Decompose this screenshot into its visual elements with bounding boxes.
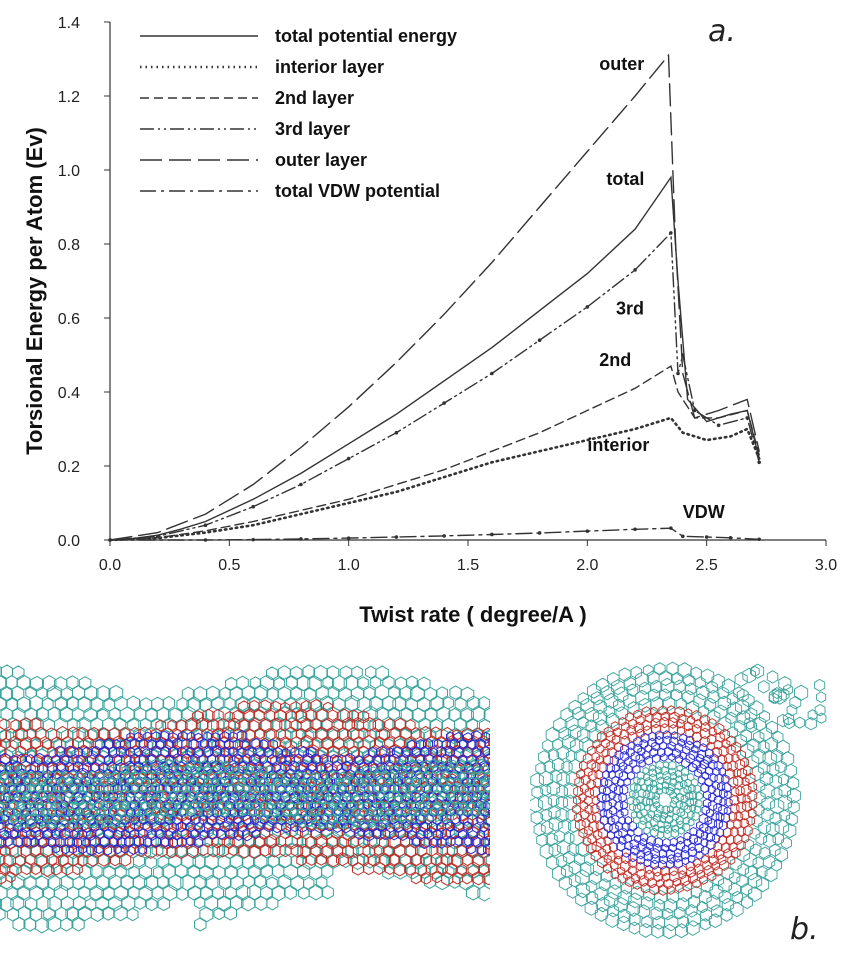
legend-label: interior layer — [275, 57, 384, 77]
annotation-label: VDW — [683, 502, 725, 522]
series-point-4 — [442, 401, 446, 405]
y-axis-title: Torsional Energy per Atom (Ev) — [22, 127, 47, 455]
y-tick-label: 0.4 — [58, 385, 80, 402]
legend-label: total potential energy — [275, 26, 457, 46]
legend-label: total VDW potential — [275, 181, 440, 201]
y-tick-label: 1.0 — [58, 163, 80, 180]
outer-flap-mesh — [734, 663, 827, 731]
torsional-energy-chart: 0.0 0.5 1.0 1.5 2.0 2.5 3.0 0.0 0.2 0.4 0.6 0.8 1.0 1… — [22, 15, 837, 627]
x-tick-label: 0.0 — [99, 557, 121, 574]
series-line-2 — [108, 416, 761, 542]
annotation-label: 3rd — [616, 298, 644, 318]
legend-label: outer layer — [275, 150, 367, 170]
y-tick-label: 0.0 — [58, 533, 80, 550]
series-point-6 — [537, 531, 542, 535]
legend-label: 2nd layer — [275, 88, 354, 108]
second-ring-mesh — [596, 730, 733, 870]
series-point-4 — [251, 504, 255, 509]
annotation-label: total — [606, 169, 644, 189]
series-point-4 — [394, 430, 399, 435]
y-tick-label: 0.6 — [58, 311, 80, 328]
series-point-4 — [676, 371, 680, 376]
series-point-4 — [757, 460, 761, 465]
series-point-6 — [585, 529, 590, 533]
x-tick-label: 3.0 — [815, 557, 837, 574]
series-line-3 — [109, 365, 760, 541]
series-point-4 — [203, 523, 208, 527]
series-point-4 — [716, 423, 721, 428]
series-point-4 — [745, 416, 750, 420]
series-point-6 — [299, 537, 303, 541]
series-point-6 — [728, 535, 733, 540]
y-tick-label: 1.2 — [58, 89, 80, 106]
nanotube-side-view — [0, 664, 490, 934]
series-point-4 — [346, 456, 351, 461]
series-point-6 — [681, 534, 685, 539]
x-axis-title: Twist rate ( degree/A ) — [359, 602, 586, 627]
x-tick-label: 1.0 — [338, 557, 360, 574]
y-tick-label: 1.4 — [58, 15, 80, 32]
series-point-6 — [108, 538, 112, 542]
series-point-6 — [203, 538, 208, 542]
series-point-6 — [704, 535, 709, 539]
series-point-6 — [633, 527, 637, 532]
series-point-6 — [490, 532, 494, 537]
series-point-6 — [251, 537, 255, 542]
series-point-6 — [757, 537, 761, 542]
legend-label: 3rd layer — [275, 119, 350, 139]
x-tick-label: 1.5 — [457, 557, 479, 574]
series-point-6 — [394, 535, 399, 539]
series-point-4 — [537, 338, 542, 343]
interior-layer-mesh — [0, 758, 490, 830]
series-point-4 — [633, 268, 637, 272]
x-tick-label: 0.5 — [218, 557, 240, 574]
panel-label-b: b. — [790, 912, 819, 947]
y-tick-label: 0.2 — [58, 459, 80, 476]
series-point-6 — [669, 526, 673, 530]
third-ring-mesh — [572, 705, 758, 896]
series-line-6 — [109, 527, 760, 541]
series-line-4 — [109, 231, 760, 541]
series-point-4 — [490, 371, 494, 376]
x-tick-label: 2.5 — [696, 557, 718, 574]
nanotube-cross-section — [530, 661, 827, 940]
panel-label-a: a. — [708, 14, 736, 49]
y-tick-label: 0.8 — [58, 237, 80, 254]
annotation-label: interior — [587, 435, 649, 455]
annotation-label: 2nd — [599, 350, 631, 370]
series-point-6 — [346, 536, 351, 540]
series-point-4 — [669, 231, 673, 235]
annotation-label: outer — [599, 54, 644, 74]
series-line-1 — [109, 175, 760, 541]
interior-ring-mesh — [626, 760, 703, 840]
series-point-4 — [155, 534, 160, 539]
series-point-4 — [692, 408, 697, 413]
series-line-5 — [109, 53, 760, 541]
series-point-4 — [585, 305, 590, 309]
x-tick-label: 2.0 — [576, 557, 598, 574]
outer-ring-mesh — [530, 661, 801, 940]
series-point-4 — [299, 482, 303, 487]
series-point-6 — [442, 534, 446, 538]
